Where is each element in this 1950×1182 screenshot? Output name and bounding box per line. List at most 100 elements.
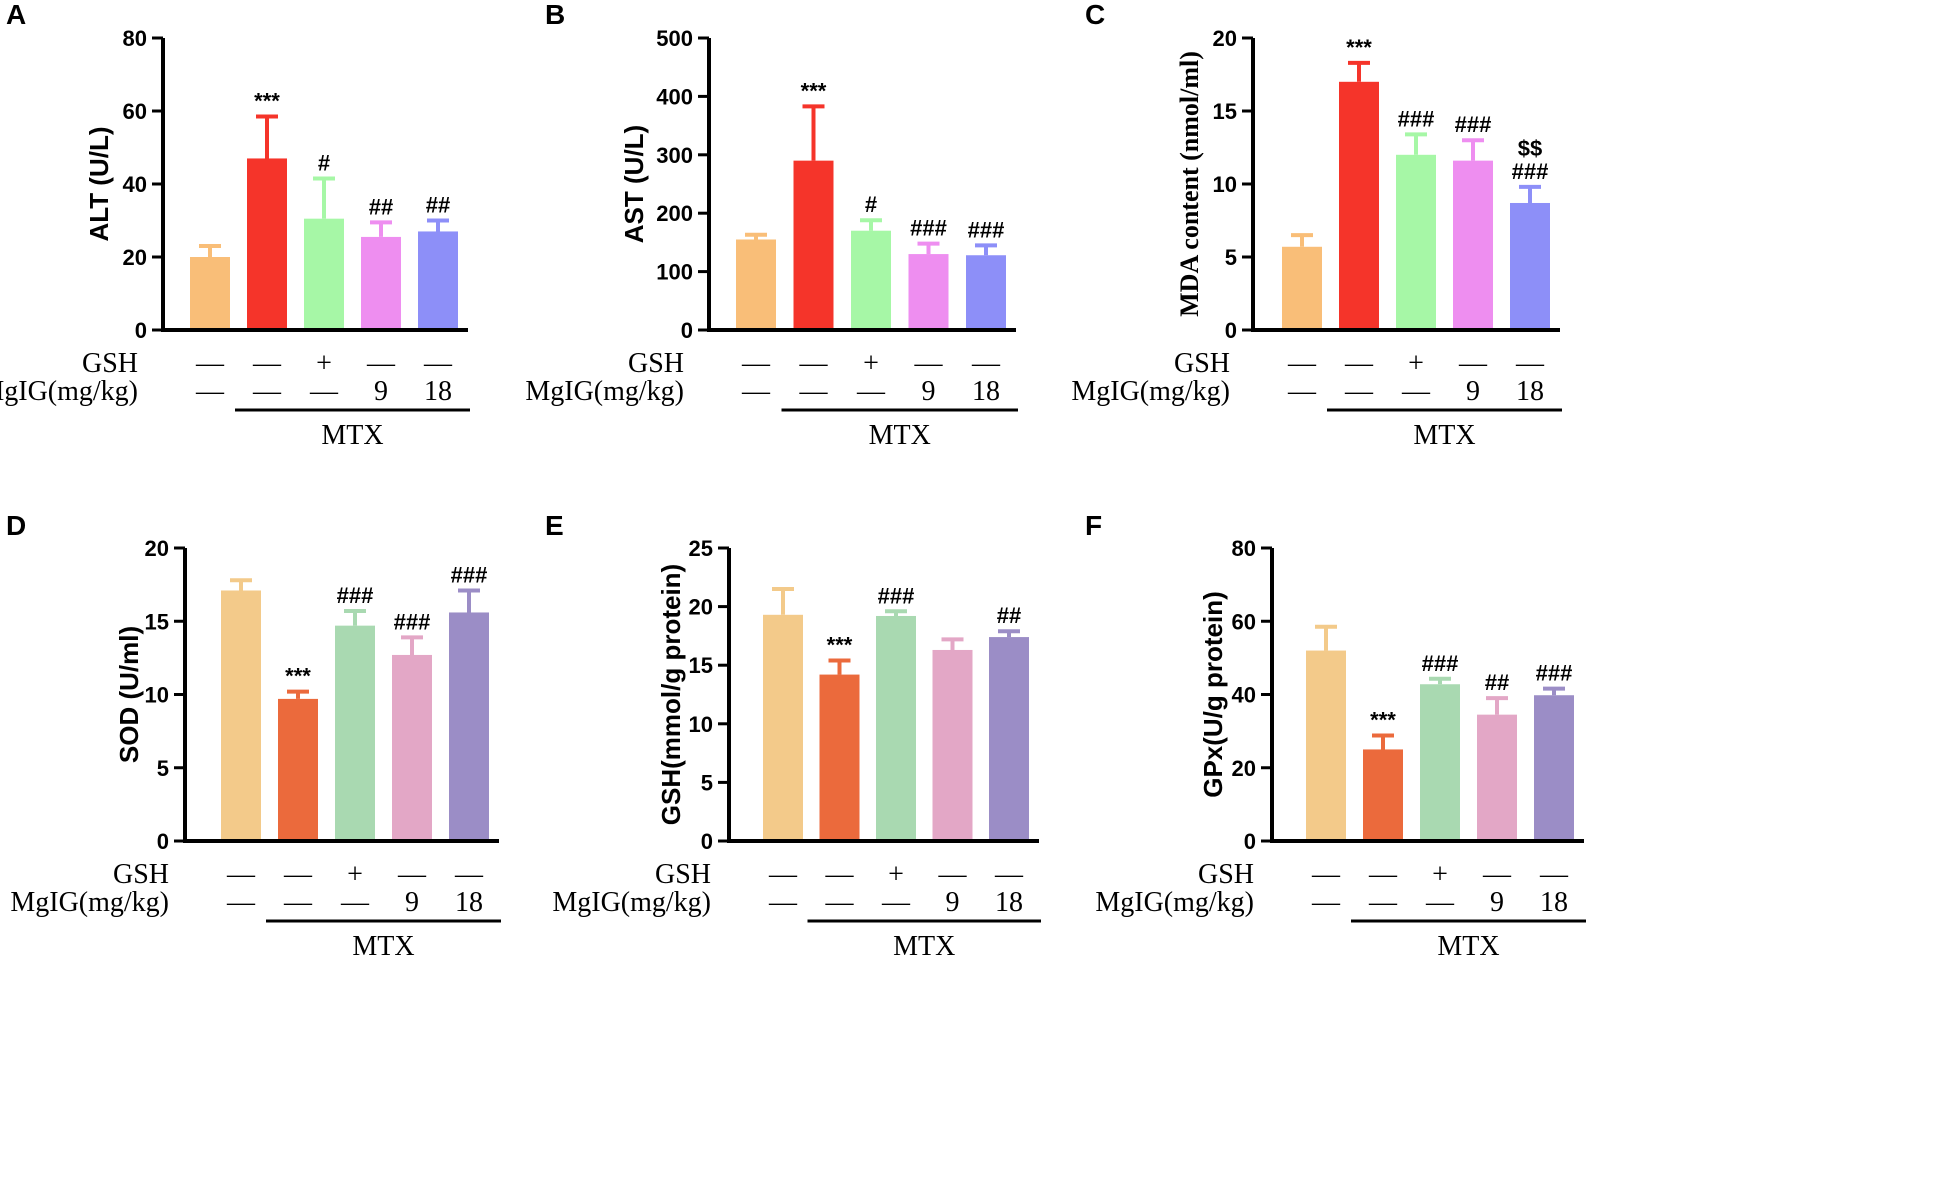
bar [736,239,776,330]
y-axis-label: GPx(U/g protein) [1198,591,1228,798]
significance-label: ## [369,194,393,219]
error-bar [1486,696,1508,715]
bar [876,615,916,841]
significance-label: $$ [1518,136,1542,161]
gsh-mark: + [347,859,363,890]
gsh-row-label: GSH [1174,348,1230,379]
error-bar [230,578,252,591]
gsh-mark: + [1432,859,1448,890]
mglg-mark: 18 [972,376,1000,407]
error-bar [1462,138,1484,161]
gsh-mark: — [1482,859,1512,890]
panel-letter: F [1085,510,1102,541]
significance-label: ### [968,217,1005,242]
error-bar [458,588,480,613]
bar [819,674,860,841]
gsh-mark: — [741,348,771,379]
mglg-row-label: MgIG(mg/kg) [0,376,138,407]
error-bar [401,635,423,655]
bar [361,236,401,330]
y-tick-label: 25 [689,536,713,561]
y-tick-label: 20 [1232,756,1256,781]
significance-label: ### [878,583,915,608]
gsh-row-label: GSH [82,348,138,379]
bar [1534,695,1574,841]
error-bar [1519,184,1541,203]
gsh-mark: — [423,348,453,379]
gsh-mark: + [316,348,332,379]
mglg-mark: 9 [946,887,960,918]
bar [793,160,834,330]
mglg-mark: 18 [455,887,483,918]
bar [221,590,261,841]
significance-label: ### [1512,159,1549,184]
gsh-mark: — [1458,348,1488,379]
y-tick-label: 20 [689,595,713,620]
significance-label: ### [451,562,488,587]
significance-label: ## [997,603,1021,628]
bar [1282,246,1322,330]
mglg-mark: — [741,376,771,407]
bar [966,255,1006,330]
error-bar [344,608,366,626]
y-tick-label: 15 [1213,99,1237,124]
significance-label: ### [1455,112,1492,137]
y-tick-label: 0 [701,829,713,854]
mglg-mark: — [252,376,282,407]
gsh-row-label: GSH [628,348,684,379]
mglg-mark: 9 [374,376,388,407]
bar [278,698,318,841]
y-tick-label: 0 [1244,829,1256,854]
significance-label: ### [1536,661,1573,686]
y-tick-label: 400 [656,84,693,109]
y-axis-label: AST (U/L) [619,125,649,243]
error-bar [772,587,794,615]
bar [1306,650,1346,841]
gsh-mark: — [397,859,427,890]
significance-label: ## [426,193,450,218]
mglg-mark: — [768,887,798,918]
error-bar [287,689,309,699]
error-bar [370,220,392,237]
mglg-row-label: MgIG(mg/kg) [552,887,711,918]
bar [418,231,458,330]
bar [190,257,230,330]
bar [335,625,375,841]
y-tick-label: 80 [1232,536,1256,561]
panel-letter: D [6,510,26,541]
y-tick-label: 10 [145,683,169,708]
gsh-mark: — [1515,348,1545,379]
mglg-mark: — [1368,887,1398,918]
y-tick-label: 10 [1213,172,1237,197]
y-axis-label: SOD (U/ml) [114,626,144,763]
gsh-mark: — [366,348,396,379]
error-bar [1429,676,1451,685]
mglg-mark: 18 [1516,376,1544,407]
significance-label: *** [827,633,853,658]
panel-letter: A [6,0,26,30]
bar [449,612,489,841]
gsh-row-label: GSH [113,859,169,890]
mglg-mark: — [856,376,886,407]
mglg-mark: — [1401,376,1431,407]
bar [1477,714,1517,841]
mtx-label: MTX [321,420,383,451]
gsh-mark: + [1408,348,1424,379]
error-bar [885,609,907,616]
bar [908,254,949,330]
panel-letter: C [1085,0,1105,30]
y-tick-label: 15 [689,653,713,678]
bar [1339,81,1379,330]
significance-label: ### [394,609,431,634]
gsh-mark: — [799,348,829,379]
error-bar [1405,132,1427,155]
significance-label: ### [1422,651,1459,676]
mglg-mark: 9 [1490,887,1504,918]
gsh-mark: — [1539,859,1569,890]
significance-label: ## [1485,670,1509,695]
mglg-mark: — [195,376,225,407]
bar [247,158,287,330]
gsh-mark: — [994,859,1024,890]
error-bar [828,658,851,675]
